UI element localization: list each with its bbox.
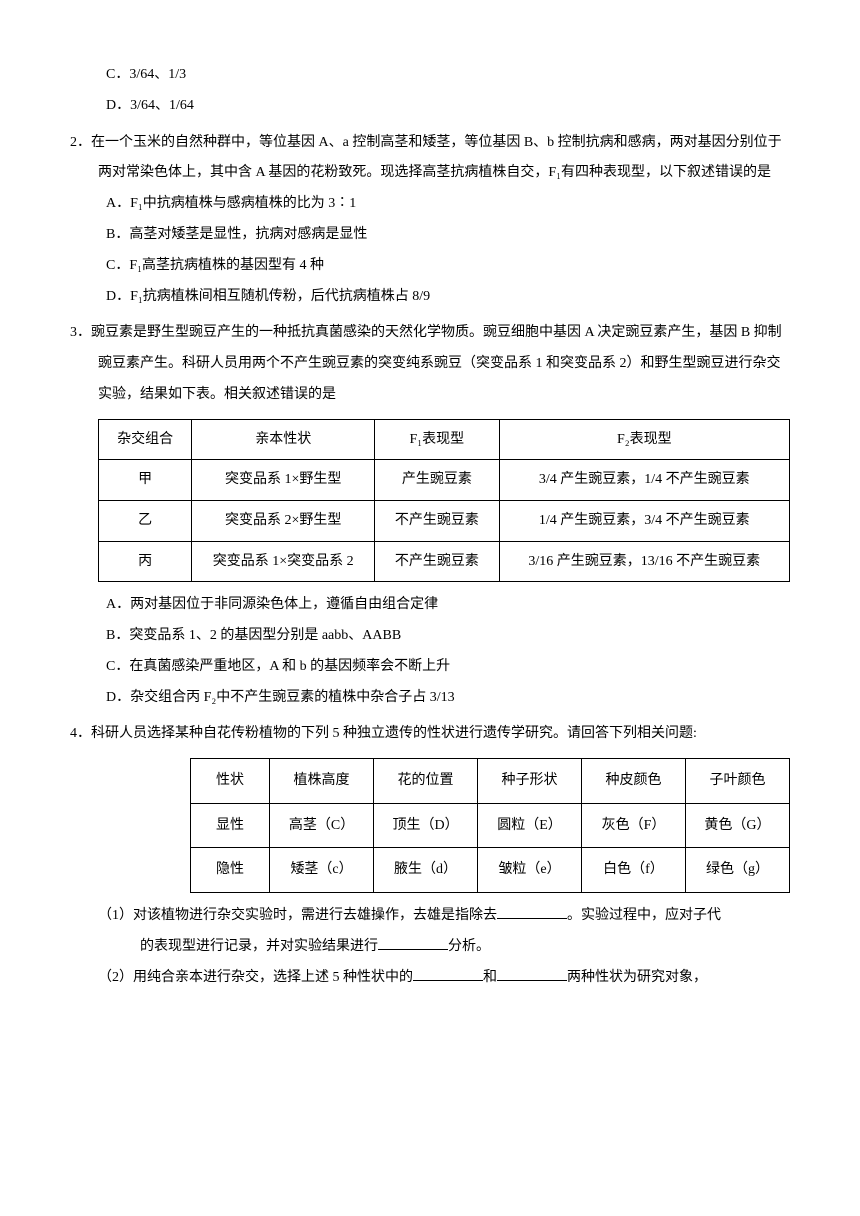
q3-cell: 不产生豌豆素 [375,500,499,541]
q4-cell: 灰色（F） [582,803,686,848]
q4-table: 性状 植株高度 花的位置 种子形状 种皮颜色 子叶颜色 显性 高茎（C） 顶生（… [190,758,790,893]
q3-cell: 1/4 产生豌豆素，3/4 不产生豌豆素 [499,500,789,541]
q4-sub1: （1）对该植物进行杂交实验时，需进行去雄操作，去雄是指除去。实验过程中，应对子代 [112,901,790,932]
table-row: 甲 突变品系 1×野生型 产生豌豆素 3/4 产生豌豆素，1/4 不产生豌豆素 [99,460,790,501]
q3-th-f1: F₁表现型 [375,419,499,460]
q3-cell: 3/4 产生豌豆素，1/4 不产生豌豆素 [499,460,789,501]
q3-option-a: A．两对基因位于非同源染色体上，遵循自由组合定律 [70,590,790,621]
q4-th: 植株高度 [270,759,374,804]
q4-th: 种皮颜色 [582,759,686,804]
q4-sub1-text4: 分析。 [448,939,490,954]
table-row: 显性 高茎（C） 顶生（D） 圆粒（E） 灰色（F） 黄色（G） [191,803,790,848]
q4-th: 花的位置 [374,759,478,804]
q4-sub2-text2: 和 [483,970,497,985]
q3-cell: 突变品系 2×野生型 [192,500,375,541]
question-4-number: 4． [70,726,91,741]
q4-cell: 黄色（G） [685,803,789,848]
question-4-stem: 科研人员选择某种自花传粉植物的下列 5 种独立遗传的性状进行遗传学研究。请回答下… [91,726,697,741]
question-2: 2．在一个玉米的自然种群中，等位基因 A、a 控制高茎和矮茎，等位基因 B、b … [70,128,790,190]
q4-cell: 腋生（d） [374,848,478,893]
q3-cell: 不产生豌豆素 [375,541,499,582]
table-row: 隐性 矮茎（c） 腋生（d） 皱粒（e） 白色（f） 绿色（g） [191,848,790,893]
prev-option-d: D．3/64、1/64 [70,91,790,122]
q4-sub2-text: （2）用纯合亲本进行杂交，选择上述 5 种性状中的 [98,970,413,985]
q3-option-b: B．突变品系 1、2 的基因型分别是 aabb、AABB [70,621,790,652]
q2-option-b: B．高茎对矮茎是显性，抗病对感病是显性 [70,220,790,251]
q4-cell: 显性 [191,803,270,848]
q2-option-a: A．F₁中抗病植株与感病植株的比为 3∶1 [70,189,790,220]
question-3: 3．豌豆素是野生型豌豆产生的一种抵抗真菌感染的天然化学物质。豌豆细胞中基因 A … [70,318,790,410]
prev-option-c: C．3/64、1/3 [70,60,790,91]
q4-th: 种子形状 [478,759,582,804]
question-3-number: 3． [70,325,91,340]
q3-cell: 丙 [99,541,192,582]
q4-th: 性状 [191,759,270,804]
blank-input[interactable] [497,966,567,981]
q2-option-c: C．F₁高茎抗病植株的基因型有 4 种 [70,251,790,282]
question-2-stem: 在一个玉米的自然种群中，等位基因 A、a 控制高茎和矮茎，等位基因 B、b 控制… [91,135,782,181]
q3-th-combo: 杂交组合 [99,419,192,460]
q3-cell: 乙 [99,500,192,541]
blank-input[interactable] [413,966,483,981]
table-row: 乙 突变品系 2×野生型 不产生豌豆素 1/4 产生豌豆素，3/4 不产生豌豆素 [99,500,790,541]
q4-sub1-text: （1）对该植物进行杂交实验时，需进行去雄操作，去雄是指除去 [98,908,497,923]
q3-table: 杂交组合 亲本性状 F₁表现型 F₂表现型 甲 突变品系 1×野生型 产生豌豆素… [98,419,790,582]
q3-th-parent: 亲本性状 [192,419,375,460]
q4-sub1-text3: 的表现型进行记录，并对实验结果进行 [140,939,378,954]
q4-cell: 隐性 [191,848,270,893]
q4-sub1-line2: 的表现型进行记录，并对实验结果进行 分析。 [70,932,790,963]
q4-cell: 高茎（C） [270,803,374,848]
q4-cell: 圆粒（E） [478,803,582,848]
question-4: 4．科研人员选择某种自花传粉植物的下列 5 种独立遗传的性状进行遗传学研究。请回… [70,719,790,750]
q3-cell: 甲 [99,460,192,501]
q3-cell: 突变品系 1×野生型 [192,460,375,501]
table-row: 丙 突变品系 1×突变品系 2 不产生豌豆素 3/16 产生豌豆素，13/16 … [99,541,790,582]
q4-cell: 白色（f） [582,848,686,893]
q4-cell: 皱粒（e） [478,848,582,893]
blank-input[interactable] [497,904,567,919]
q4-cell: 顶生（D） [374,803,478,848]
q3-th-f2: F₂表现型 [499,419,789,460]
q2-option-d: D．F₁抗病植株间相互随机传粉，后代抗病植株占 8/9 [70,282,790,313]
q4-cell: 绿色（g） [685,848,789,893]
q4-sub2: （2）用纯合亲本进行杂交，选择上述 5 种性状中的和两种性状为研究对象， [112,963,790,994]
question-3-stem: 豌豆素是野生型豌豆产生的一种抵抗真菌感染的天然化学物质。豌豆细胞中基因 A 决定… [91,325,782,402]
q4-sub1-text2: 。实验过程中，应对子代 [567,908,721,923]
q4-cell: 矮茎（c） [270,848,374,893]
q3-cell: 产生豌豆素 [375,460,499,501]
q4-th: 子叶颜色 [685,759,789,804]
q3-cell: 3/16 产生豌豆素，13/16 不产生豌豆素 [499,541,789,582]
question-2-number: 2． [70,135,91,150]
blank-input[interactable] [378,935,448,950]
q3-option-d: D．杂交组合丙 F₂中不产生豌豆素的植株中杂合子占 3/13 [70,683,790,714]
q4-sub2-text3: 两种性状为研究对象， [567,970,707,985]
q3-cell: 突变品系 1×突变品系 2 [192,541,375,582]
q3-option-c: C．在真菌感染严重地区，A 和 b 的基因频率会不断上升 [70,652,790,683]
